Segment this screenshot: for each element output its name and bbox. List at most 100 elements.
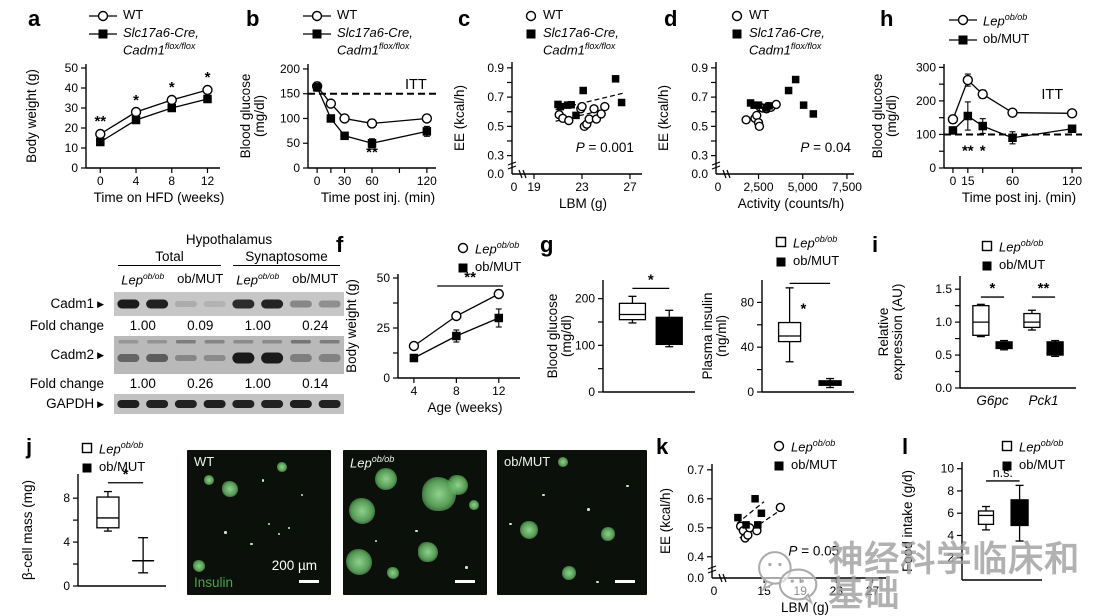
svg-text:*: *: [980, 142, 986, 159]
chart-itt-ob-blood-glucose: 0 100 200 300 0 15 60 120 Time post inj. (min) Bl…: [870, 60, 1082, 205]
svg-text:*: *: [800, 301, 806, 318]
open-square-marker-icon: [81, 442, 93, 454]
legend-label: Slc17a6-Cre, Cadm1flox/flox: [123, 24, 199, 58]
svg-text:**: **: [366, 144, 378, 161]
filled-square-marker-icon: [1002, 461, 1012, 471]
blot-group-total: Total: [118, 249, 221, 266]
chart-ee-vs-lbm: 0.3 0.5 0.7 0.9 0.0 19 23 27 0 LBM (g) EE (kcal/h)…: [452, 61, 642, 211]
svg-text:0: 0: [293, 161, 300, 175]
svg-text:50: 50: [65, 61, 79, 75]
microscopy-image-wt: WT Insulin 200 µm: [187, 450, 331, 595]
svg-text:*: *: [123, 466, 129, 483]
legend-l: Lepob/ob ob/MUT: [1000, 438, 1065, 476]
legend-label: ob/MUT: [99, 459, 146, 475]
svg-text:LBM (g): LBM (g): [559, 196, 607, 211]
blot-row-label: Cadm1 ▶: [50, 296, 104, 311]
legend-entry: WT: [88, 7, 199, 23]
legend-a: WT Slc17a6-Cre, Cadm1flox/flox: [88, 7, 199, 61]
micro-speckle: [277, 532, 281, 536]
micro-label: Lepob/ob: [350, 454, 395, 471]
microscopy-image-lep: Lepob/ob: [343, 450, 487, 595]
open-square-marker-icon: [775, 236, 787, 248]
svg-text:Blood glucose: Blood glucose: [870, 74, 885, 159]
legend-i: Lepob/ob ob/MUT: [980, 238, 1045, 276]
legend-label: WT: [123, 7, 144, 22]
svg-text:Age (weeks): Age (weeks): [427, 400, 502, 415]
legend-label: Slc17a6-Cre, Cadm1flox/flox: [543, 24, 619, 58]
svg-text:**: **: [962, 142, 974, 159]
svg-text:20: 20: [65, 121, 79, 135]
islet-blob: [519, 520, 538, 539]
svg-text:7,500: 7,500: [832, 180, 862, 194]
micro-speckle: [542, 493, 545, 496]
svg-text:Body weight (g): Body weight (g): [344, 279, 359, 373]
band-arrow-icon: ▶: [97, 399, 104, 409]
svg-text:0.0: 0.0: [687, 571, 704, 585]
filled-square-marker-icon: [949, 35, 977, 45]
svg-text:100: 100: [280, 111, 300, 125]
blot-title: Hypothalamus: [185, 232, 273, 247]
legend-f: Lepob/ob ob/MUT: [456, 240, 521, 278]
open-circle-marker-icon: [89, 10, 117, 22]
panel-letter-g: g: [540, 232, 554, 257]
svg-text:EE (kcal/h): EE (kcal/h): [656, 85, 671, 151]
svg-text:P = 0.001: P = 0.001: [576, 140, 634, 155]
svg-text:19: 19: [527, 180, 541, 194]
svg-text:0.5: 0.5: [691, 119, 708, 133]
svg-text:12: 12: [201, 174, 215, 188]
islet-blob: [601, 527, 615, 542]
legend-k: Lepob/ob ob/MUT: [772, 438, 837, 476]
legend-label: Lepob/ob: [99, 440, 144, 457]
western-blot-panel: Hypothalamus Total Synaptosome Lepob/ob ob/M…: [18, 232, 350, 428]
micro-speckle: [626, 484, 629, 488]
blot-lane-header: ob/MUT: [177, 271, 224, 286]
islet-blob: [222, 481, 239, 498]
blot-lane-header: Lepob/ob: [121, 271, 165, 288]
svg-text:30: 30: [338, 174, 352, 188]
islet-blob: [348, 497, 375, 524]
svg-text:0: 0: [715, 180, 722, 194]
legend-label: Lepob/ob: [793, 234, 838, 251]
svg-text:**: **: [464, 269, 476, 286]
svg-text:80: 80: [741, 295, 755, 309]
legend-label: Lepob/ob: [983, 12, 1028, 29]
legend-c: WT Slc17a6-Cre, Cadm1flox/flox: [524, 7, 619, 61]
islet-blob: [277, 462, 288, 473]
micro-label: ob/MUT: [504, 454, 551, 469]
svg-text:50: 50: [377, 271, 391, 285]
open-circle-marker-icon: [773, 440, 785, 452]
svg-text:Pck1: Pck1: [1029, 393, 1059, 408]
micro-label: WT: [194, 454, 215, 469]
islet-blob: [387, 567, 400, 580]
micro-speckle: [287, 526, 291, 530]
svg-text:0.9: 0.9: [691, 61, 708, 75]
fold-change-value: 1.00: [244, 318, 271, 333]
open-circle-marker-icon: [303, 10, 331, 22]
micro-speckle: [300, 493, 304, 496]
scale-bar: [455, 579, 475, 583]
svg-text:0: 0: [747, 385, 754, 399]
legend-entry: ob/MUT: [80, 459, 146, 475]
scale-bar: [299, 579, 319, 583]
micro-speckle: [261, 479, 265, 482]
svg-text:ITT: ITT: [1041, 87, 1063, 103]
legend-g: Lepob/ob ob/MUT: [774, 234, 839, 272]
svg-text:19: 19: [794, 584, 808, 598]
svg-text:0.3: 0.3: [691, 149, 708, 163]
open-circle-marker-icon: [525, 10, 537, 22]
svg-text:ITT: ITT: [405, 77, 427, 93]
svg-text:*: *: [648, 271, 654, 288]
svg-text:2,500: 2,500: [744, 180, 774, 194]
svg-text:P = 0.05: P = 0.05: [788, 543, 839, 558]
legend-entry: Lepob/ob: [980, 238, 1045, 255]
panel-letter-j: j: [26, 434, 33, 459]
svg-text:*: *: [133, 92, 139, 109]
chart-itt-blood-glucose: 0 50 100 150 200 0 30 60 120 Time post inj. (min)…: [238, 62, 437, 205]
svg-text:0.0: 0.0: [691, 167, 708, 181]
blot-row-label: GAPDH ▶: [46, 396, 104, 411]
blot-row-label: Cadm2 ▶: [50, 347, 104, 362]
legend-entry: ob/MUT: [772, 457, 837, 473]
svg-text:*: *: [205, 69, 211, 86]
svg-text:Food intake (g/d): Food intake (g/d): [900, 470, 915, 572]
band-arrow-icon: ▶: [97, 350, 104, 360]
